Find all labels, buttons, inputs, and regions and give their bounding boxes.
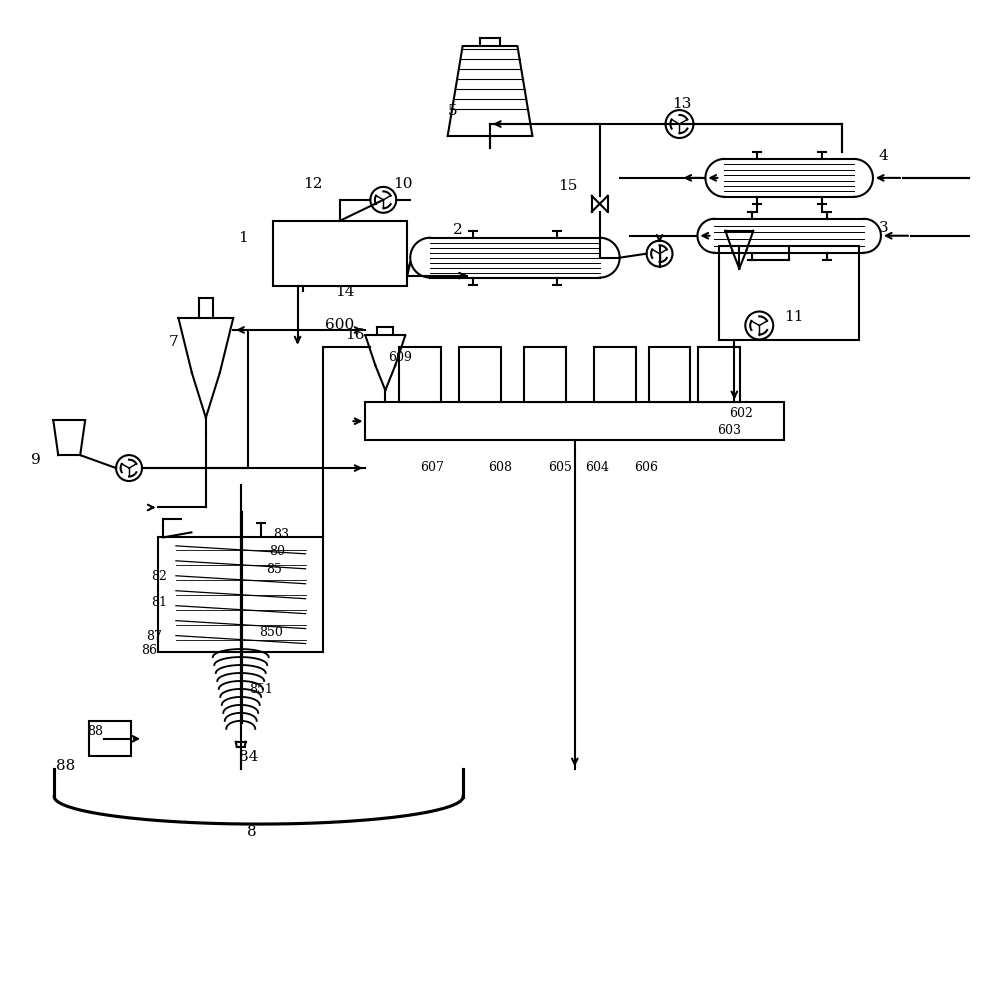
Text: 11: 11 <box>784 310 804 324</box>
Text: 15: 15 <box>558 179 577 193</box>
Text: 7: 7 <box>169 336 179 350</box>
Text: 10: 10 <box>393 177 413 191</box>
Bar <box>158 538 323 652</box>
Text: 8: 8 <box>247 824 256 838</box>
Text: 85: 85 <box>266 563 282 576</box>
Text: 88: 88 <box>87 725 103 738</box>
Text: 12: 12 <box>304 177 323 191</box>
Text: 4: 4 <box>879 149 889 163</box>
Text: 14: 14 <box>335 285 355 298</box>
Text: 605: 605 <box>548 461 572 474</box>
Bar <box>649 348 690 402</box>
Text: 13: 13 <box>673 98 692 111</box>
Text: 606: 606 <box>635 461 659 474</box>
Bar <box>89 721 131 756</box>
Text: 608: 608 <box>488 461 512 474</box>
Text: 3: 3 <box>879 221 889 234</box>
Bar <box>365 402 784 440</box>
Text: 84: 84 <box>239 751 258 764</box>
Text: 16: 16 <box>345 328 365 343</box>
Bar <box>719 245 859 341</box>
Text: 2: 2 <box>453 223 463 236</box>
Text: 1: 1 <box>238 230 247 244</box>
Text: 9: 9 <box>31 453 41 467</box>
Text: 851: 851 <box>249 683 273 696</box>
Text: 5: 5 <box>448 104 458 118</box>
Text: 602: 602 <box>729 407 753 420</box>
Bar <box>399 348 441 402</box>
Text: 600: 600 <box>325 318 355 333</box>
Text: 83: 83 <box>273 528 289 542</box>
Text: 81: 81 <box>151 596 167 609</box>
Text: 88: 88 <box>56 759 76 773</box>
Bar <box>459 348 501 402</box>
Text: 604: 604 <box>585 461 609 474</box>
Bar <box>594 348 636 402</box>
Text: 87: 87 <box>146 630 162 643</box>
Text: 603: 603 <box>717 424 741 436</box>
Text: 609: 609 <box>388 351 412 363</box>
Text: 82: 82 <box>151 570 167 583</box>
Bar <box>273 221 407 286</box>
Bar <box>698 348 740 402</box>
Bar <box>524 348 566 402</box>
Text: 86: 86 <box>141 644 157 657</box>
Text: 850: 850 <box>259 626 283 639</box>
Text: 80: 80 <box>269 546 285 558</box>
Text: 607: 607 <box>420 461 444 474</box>
